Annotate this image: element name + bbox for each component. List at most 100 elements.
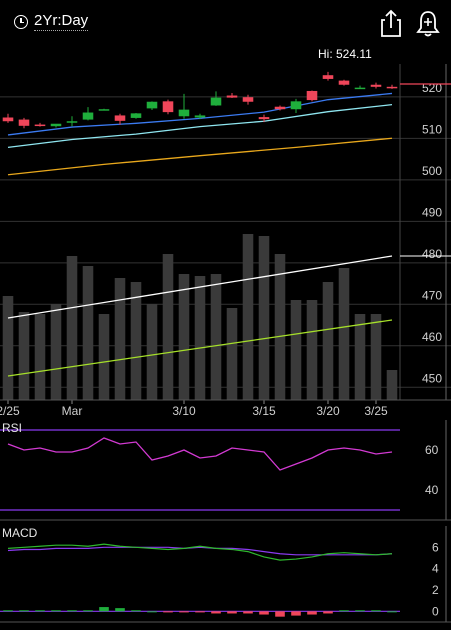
macd-histogram-bar xyxy=(99,607,109,612)
candle-body xyxy=(18,119,30,126)
macd-signal-line xyxy=(7,546,393,556)
volume-bar xyxy=(98,314,110,400)
candle-body xyxy=(274,106,286,110)
candle-body xyxy=(178,109,190,117)
x-tick-label: 3/15 xyxy=(252,404,276,418)
macd-histogram-bar xyxy=(3,610,13,612)
volume-bar xyxy=(18,312,30,400)
volume-bar xyxy=(306,300,318,400)
macd-histogram-bar xyxy=(275,611,285,617)
volume-bar xyxy=(2,296,14,400)
macd-tick-label: 4 xyxy=(432,562,439,576)
macd-histogram-bar xyxy=(339,610,349,612)
macd-histogram-bar xyxy=(371,610,381,612)
candle-body xyxy=(130,113,142,118)
macd-histogram-bar xyxy=(179,611,189,613)
price-tick-label: 500 xyxy=(422,164,442,178)
share-icon[interactable] xyxy=(377,8,405,38)
candle-body xyxy=(50,123,62,127)
rsi-tick-label: 40 xyxy=(425,483,439,497)
volume-bar xyxy=(146,304,158,400)
candle-body xyxy=(98,109,110,111)
macd-histogram-bar xyxy=(131,610,141,612)
volume-bar xyxy=(322,282,334,400)
volume-bar xyxy=(82,266,94,400)
bell-plus-icon[interactable] xyxy=(414,8,442,38)
macd-histogram-bar xyxy=(163,611,173,613)
candle-body xyxy=(322,75,334,79)
volume-bar xyxy=(258,236,270,400)
candle-body xyxy=(258,117,270,120)
candle-body xyxy=(194,115,206,118)
volume-bar xyxy=(354,314,366,400)
candle-body xyxy=(370,84,382,87)
price-tick-label: 490 xyxy=(422,205,442,219)
top-bar: 2Yr:Day xyxy=(0,0,451,44)
timeframe-label[interactable]: 2Yr:Day xyxy=(34,12,89,31)
macd-histogram-bar xyxy=(323,611,333,614)
rsi-tick-label: 60 xyxy=(425,443,439,457)
macd-histogram-bar xyxy=(67,610,77,612)
volume-bar xyxy=(210,274,222,400)
candle-body xyxy=(354,87,366,90)
clock-icon xyxy=(14,14,28,29)
high-price-label: Hi: 524.11 xyxy=(318,47,372,61)
volume-bar xyxy=(114,278,126,400)
volume-bar xyxy=(242,234,254,400)
macd-histogram-bar xyxy=(83,610,93,612)
candle-body xyxy=(146,101,158,109)
volume-bar xyxy=(338,268,350,400)
x-tick-label: 3/10 xyxy=(172,404,196,418)
macd-histogram-bar xyxy=(211,611,221,614)
macd-histogram-bar xyxy=(35,610,45,612)
macd-title: MACD xyxy=(2,526,38,540)
macd-tick-label: 6 xyxy=(432,540,439,554)
macd-histogram-bar xyxy=(19,610,29,612)
volume-ma-long-line xyxy=(7,255,393,319)
macd-histogram-bar xyxy=(387,611,397,613)
volume-bar xyxy=(162,254,174,400)
price-tick-label: 450 xyxy=(422,371,442,385)
macd-line xyxy=(7,543,393,561)
macd-histogram-bar xyxy=(307,611,317,615)
candle-body xyxy=(34,124,46,127)
volume-bar xyxy=(130,282,142,400)
volume-bar xyxy=(34,314,46,400)
candle-body xyxy=(338,80,350,85)
x-tick-label: 3/25 xyxy=(364,404,388,418)
macd-histogram-bar xyxy=(195,611,205,613)
candle-body xyxy=(290,101,302,110)
candle-body xyxy=(114,115,126,121)
macd-histogram-bar xyxy=(227,611,237,614)
macd-histogram-bar xyxy=(291,611,301,616)
volume-bar xyxy=(226,308,238,400)
rsi-title: RSI xyxy=(2,421,23,435)
timeframe-selector[interactable]: 2Yr:Day xyxy=(14,12,89,31)
macd-histogram-bar xyxy=(355,610,365,612)
candle-body xyxy=(162,101,174,113)
macd-tick-label: 2 xyxy=(432,583,439,597)
volume-ma-short-line xyxy=(7,319,393,377)
ma-mid-line xyxy=(7,104,393,149)
volume-bar xyxy=(66,256,78,400)
x-tick-label: 3/20 xyxy=(316,404,340,418)
candle-body xyxy=(226,95,238,98)
volume-bar xyxy=(386,370,398,400)
price-tick-label: 480 xyxy=(422,247,442,261)
macd-histogram-bar xyxy=(147,611,157,613)
volume-bar xyxy=(370,314,382,400)
rsi-line xyxy=(7,437,393,471)
price-tick-label: 510 xyxy=(422,122,442,136)
ma-long-line xyxy=(7,137,393,176)
candle-body xyxy=(2,117,14,122)
macd-histogram-bar xyxy=(259,611,269,615)
candle-body xyxy=(242,97,254,102)
candle-body xyxy=(66,121,78,123)
price-tick-label: 460 xyxy=(422,330,442,344)
x-tick-label: 2/25 xyxy=(0,404,20,418)
volume-bar xyxy=(194,276,206,400)
candle-body xyxy=(306,90,318,101)
candle-body xyxy=(386,86,398,89)
candle-body xyxy=(210,97,222,106)
